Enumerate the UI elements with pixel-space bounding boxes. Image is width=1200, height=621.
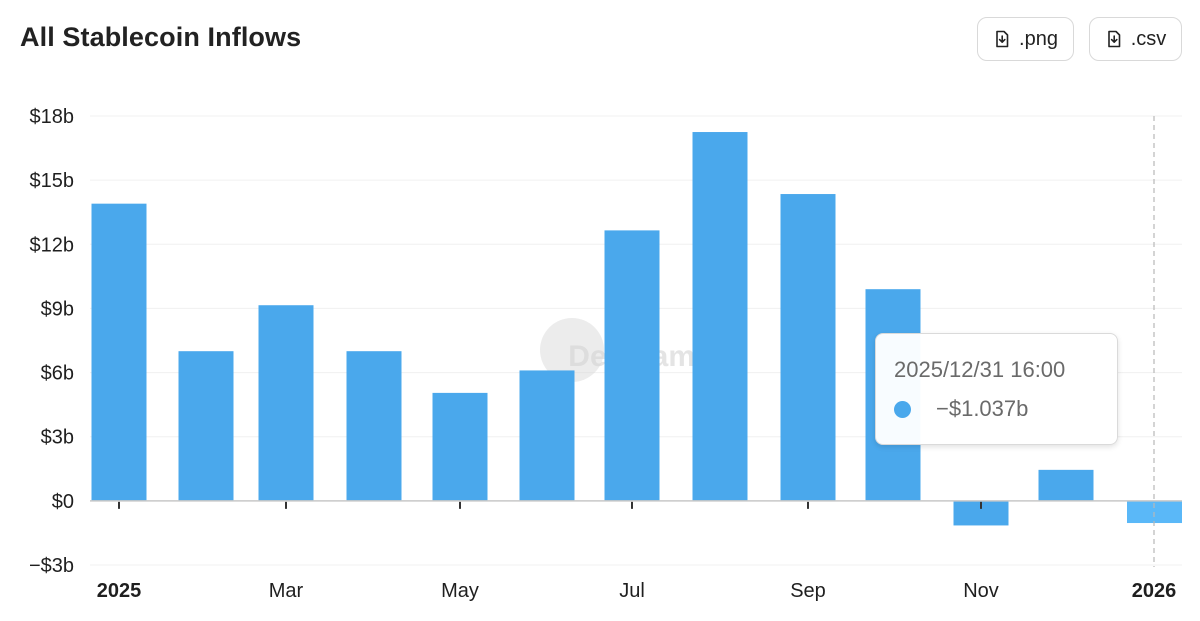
x-tick-label: Jul bbox=[619, 580, 645, 602]
bar[interactable] bbox=[604, 230, 660, 501]
download-png-label: .png bbox=[1019, 27, 1058, 50]
y-tick-label: $12b bbox=[30, 234, 75, 256]
bar[interactable] bbox=[780, 194, 836, 501]
watermark-logo-icon bbox=[540, 318, 604, 382]
bar[interactable] bbox=[432, 392, 488, 501]
bar[interactable] bbox=[346, 351, 402, 501]
download-csv-button[interactable]: .csv bbox=[1089, 17, 1182, 61]
bar[interactable] bbox=[178, 351, 234, 501]
bar[interactable] bbox=[258, 305, 314, 501]
tooltip-date: 2025/12/31 16:00 bbox=[894, 357, 1066, 382]
series-color-dot bbox=[894, 400, 911, 418]
y-tick-label: $0 bbox=[52, 491, 74, 513]
tooltip-value: −$1.037b bbox=[936, 396, 1029, 421]
y-tick-label: $18b bbox=[30, 106, 75, 128]
x-tick-label: 2025 bbox=[97, 580, 142, 602]
bar[interactable] bbox=[519, 370, 575, 501]
page-title: All Stablecoin Inflows bbox=[20, 22, 302, 52]
x-tick-label: May bbox=[441, 580, 479, 602]
y-tick-label: $9b bbox=[41, 298, 74, 320]
bar[interactable] bbox=[1038, 469, 1094, 501]
tooltip: 2025/12/31 16:00 −$1.037b bbox=[875, 333, 1118, 445]
download-icon bbox=[1107, 30, 1121, 48]
y-tick-label: $6b bbox=[41, 363, 74, 385]
download-csv-label: .csv bbox=[1130, 27, 1167, 50]
x-tick-label: Nov bbox=[963, 580, 999, 602]
bar[interactable] bbox=[91, 203, 147, 501]
x-tick-label: Mar bbox=[269, 580, 304, 602]
y-tick-label: $3b bbox=[41, 427, 74, 449]
bar[interactable] bbox=[1127, 500, 1182, 524]
y-tick-label: $15b bbox=[30, 170, 75, 192]
x-tick-label: Sep bbox=[790, 580, 826, 602]
bar[interactable] bbox=[692, 132, 748, 501]
x-tick-label: 2026 bbox=[1132, 580, 1177, 602]
y-tick-label: −$3b bbox=[29, 555, 74, 577]
download-icon bbox=[996, 30, 1009, 48]
download-png-button[interactable]: .png bbox=[977, 17, 1074, 61]
